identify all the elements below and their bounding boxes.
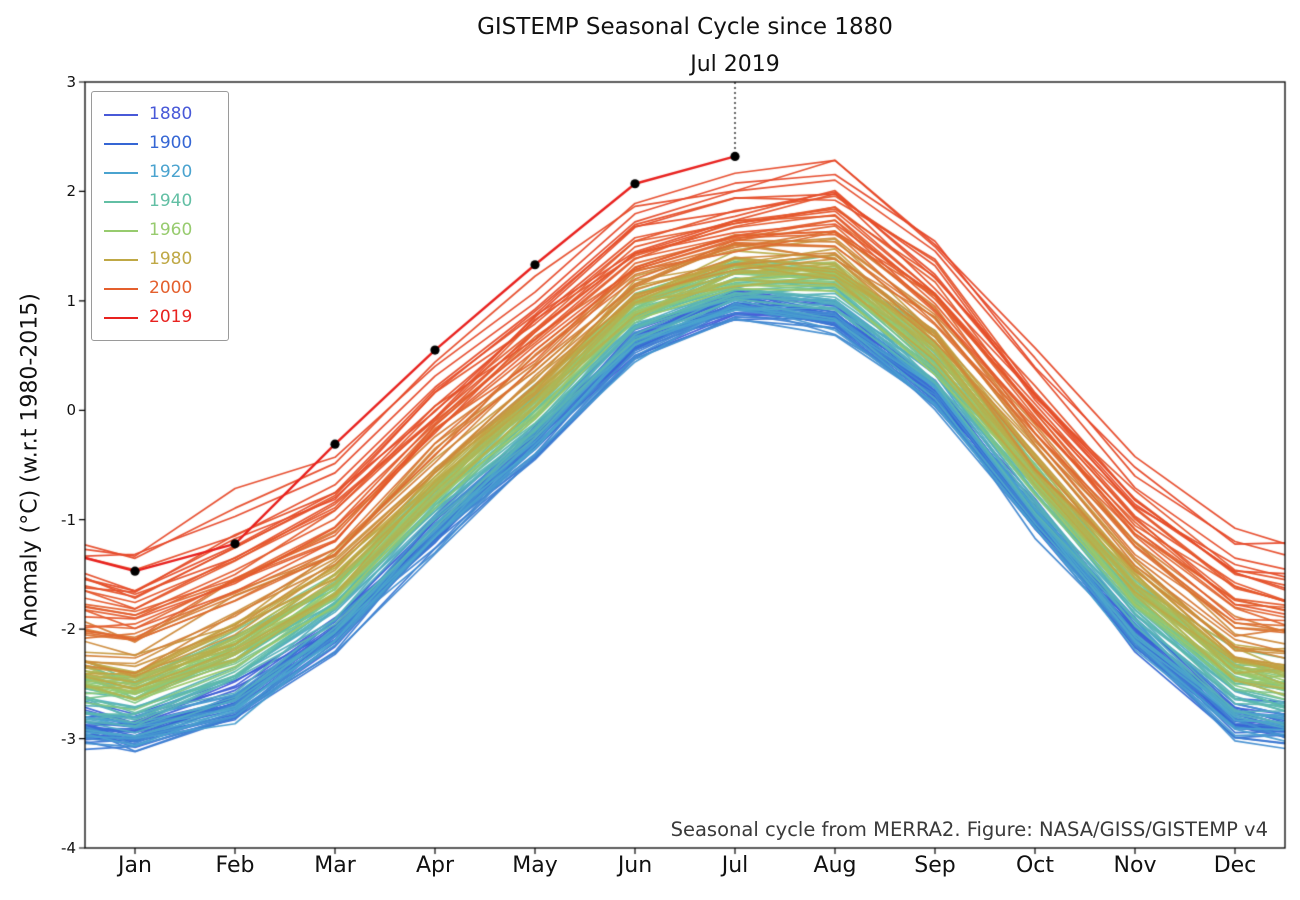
y-axis-label: Anomaly (°C) (w.r.t 1980-2015) (17, 293, 43, 637)
legend-entry: 1980 (104, 245, 216, 274)
legend-line-swatch (104, 229, 138, 232)
legend-entry: 1900 (104, 129, 216, 158)
chart-subtitle-annotation: Jul 2019 (690, 52, 780, 77)
y-tick-label: 0 (66, 401, 76, 420)
legend-entry: 1940 (104, 187, 216, 216)
legend-label: 1940 (149, 191, 193, 211)
y-tick-label: -4 (61, 839, 76, 857)
legend-entry: 1920 (104, 158, 216, 187)
legend-label: 2000 (149, 278, 193, 298)
legend-label: 1920 (149, 162, 193, 182)
legend: 1880 1900 1920 1940 1960 1980 2000 2019 (91, 91, 229, 341)
legend-entry: 2019 (104, 303, 216, 332)
legend-line-swatch (104, 142, 138, 145)
x-tick-label: Dec (1213, 853, 1257, 878)
x-tick-label: May (512, 853, 558, 878)
source-caption: Seasonal cycle from MERRA2. Figure: NASA… (670, 818, 1268, 841)
x-tick-label: Jun (617, 853, 653, 878)
x-tick-label: Aug (813, 853, 857, 878)
legend-entry: 1960 (104, 216, 216, 245)
chart-title: GISTEMP Seasonal Cycle since 1880 (477, 14, 893, 40)
x-tick-label: Nov (1113, 853, 1157, 878)
legend-line-swatch (104, 258, 138, 261)
y-tick-label: 3 (66, 73, 76, 91)
legend-line-swatch (104, 113, 138, 116)
y-tick-label: 2 (66, 182, 76, 201)
x-tick-label: Apr (415, 853, 455, 878)
legend-line-swatch (104, 287, 138, 290)
x-tick-label: Mar (314, 853, 356, 878)
legend-label: 2019 (149, 307, 193, 327)
legend-label: 1980 (149, 249, 193, 269)
y-tick-label: 1 (66, 291, 76, 310)
x-tick-label: Oct (1015, 853, 1055, 878)
legend-line-swatch (104, 316, 138, 319)
y-tick-label: -3 (61, 729, 76, 748)
legend-entry: 1880 (104, 100, 216, 129)
legend-label: 1900 (149, 133, 193, 153)
legend-line-swatch (104, 171, 138, 174)
y-tick-label: -1 (61, 510, 76, 529)
legend-line-swatch (104, 200, 138, 203)
x-tick-label: Jan (118, 853, 152, 878)
legend-entry: 2000 (104, 274, 216, 303)
x-tick-label: Feb (215, 853, 255, 878)
x-tick-label: Jul (721, 853, 749, 878)
legend-label: 1880 (149, 104, 193, 124)
x-tick-label: Sep (914, 853, 956, 878)
legend-label: 1960 (149, 220, 193, 240)
y-tick-label: -2 (61, 620, 76, 639)
